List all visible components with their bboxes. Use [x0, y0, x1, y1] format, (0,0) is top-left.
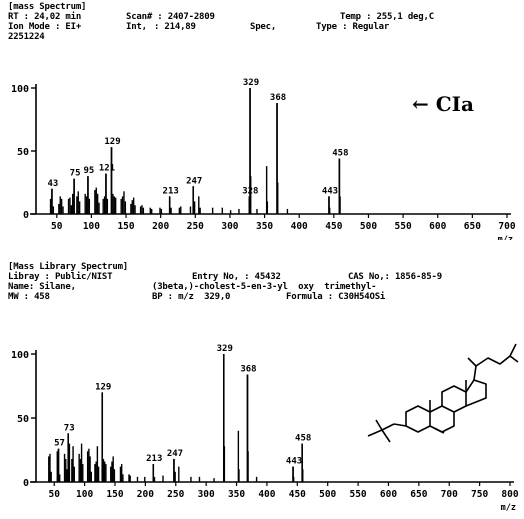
steroid-structure-drawing — [367, 343, 519, 443]
top-peak-label: 328 — [242, 186, 258, 196]
top-x-tick-label: 250 — [187, 221, 204, 232]
bottom-x-tick-label: 600 — [380, 489, 397, 500]
top-x-axis-label: m/z — [498, 235, 513, 240]
top-x-tick-label: 150 — [117, 221, 134, 232]
bottom-name: Name: Silane, — [8, 282, 76, 292]
bottom-y-tick-label: 0 — [23, 478, 29, 489]
top-int: Int, — [126, 22, 147, 32]
bottom-x-axis-label: m/z — [501, 503, 516, 513]
bottom-x-tick-label: 650 — [410, 489, 427, 500]
top-temp: Temp : 255,1 deg,C — [340, 12, 434, 22]
bottom-name-cont: (3beta,)-cholest-5-en-3-yl oxy trimethyl… — [152, 282, 377, 292]
top-peak-label: 95 — [84, 166, 95, 176]
bottom-x-tick-label: 550 — [349, 489, 366, 500]
bottom-x-tick-label: 750 — [471, 489, 488, 500]
top-x-tick-label: 600 — [429, 221, 446, 232]
top-x-tick-label: 400 — [291, 221, 308, 232]
top-peak-label: 329 — [243, 78, 259, 88]
top-peak-label: 121 — [99, 164, 115, 174]
bottom-peak-label: 458 — [295, 434, 311, 444]
top-peak-label: 75 — [70, 169, 81, 179]
compound-annotation: ← CIa — [412, 92, 474, 116]
top-peak-label: 458 — [332, 149, 348, 159]
bottom-mw: MW : 458 — [8, 292, 50, 302]
bottom-x-tick-label: 700 — [441, 489, 458, 500]
top-type: Type : Regular — [316, 22, 390, 32]
top-title: [mass Spectrum] — [8, 2, 87, 12]
top-x-tick-label: 50 — [51, 221, 63, 232]
top-ion-mode: Ion Mode : EI+ — [8, 22, 82, 32]
bottom-entry: Entry No, : 45432 — [192, 272, 281, 282]
top-y-tick-label: 0 — [23, 210, 29, 221]
top-id: 2251224 — [8, 32, 45, 42]
top-x-tick-label: 500 — [360, 221, 377, 232]
bottom-x-tick-label: 100 — [76, 489, 93, 500]
top-spec: Spec, — [250, 22, 277, 32]
top-peak-label: 213 — [163, 186, 179, 196]
top-y-tick-label: 100 — [11, 84, 29, 95]
top-int-value: : 214,89 — [154, 22, 196, 32]
bottom-bp: BP : m/z 329,0 — [152, 292, 231, 302]
top-peak-label: 247 — [186, 176, 202, 186]
bottom-x-tick-label: 300 — [198, 489, 215, 500]
bottom-peak-label: 368 — [240, 364, 256, 374]
bottom-x-tick-label: 250 — [167, 489, 184, 500]
top-x-tick-label: 300 — [221, 221, 238, 232]
left-arrow-icon: ← — [412, 92, 429, 116]
top-x-tick-label: 700 — [498, 221, 515, 232]
bottom-x-tick-label: 800 — [501, 489, 518, 500]
top-x-tick-label: 450 — [325, 221, 342, 232]
bottom-peak-label: 73 — [64, 423, 75, 433]
bottom-peak-label: 329 — [217, 344, 233, 354]
bottom-x-tick-label: 350 — [228, 489, 245, 500]
bottom-library: Libray : Public/NIST — [8, 272, 113, 282]
top-x-tick-label: 350 — [256, 221, 273, 232]
top-x-tick-label: 200 — [152, 221, 169, 232]
compound-label: CIa — [435, 92, 474, 116]
bottom-x-tick-label: 500 — [319, 489, 336, 500]
bottom-formula: Formula : C30H54OSi — [286, 292, 386, 302]
top-scan: Scan# : 2407-2809 — [126, 12, 215, 22]
bottom-y-tick-label: 100 — [11, 350, 29, 361]
bottom-x-tick-label: 50 — [49, 489, 61, 500]
top-x-tick-label: 650 — [464, 221, 481, 232]
bottom-x-tick-label: 150 — [106, 489, 123, 500]
bottom-x-tick-label: 450 — [289, 489, 306, 500]
top-y-tick-label: 50 — [17, 147, 29, 158]
top-peak-label: 368 — [270, 93, 286, 103]
top-rt: RT : 24,02 min — [8, 12, 82, 22]
bottom-x-tick-label: 200 — [137, 489, 154, 500]
top-peak-label: 129 — [104, 137, 120, 147]
top-peak-label: 443 — [322, 186, 338, 196]
top-peak-label: 43 — [48, 179, 59, 189]
bottom-peak-label: 129 — [95, 382, 111, 392]
bottom-peak-label: 247 — [167, 449, 183, 459]
top-x-tick-label: 550 — [395, 221, 412, 232]
bottom-x-tick-label: 400 — [258, 489, 275, 500]
top-x-tick-label: 100 — [83, 221, 100, 232]
bottom-peak-label: 443 — [286, 457, 302, 467]
bottom-y-tick-label: 50 — [17, 414, 29, 425]
bottom-peak-label: 213 — [146, 454, 162, 464]
top-spectrum-chart: 0 50 100 50 100 150 200 250 300 350 400 450 500 550 60… — [11, 78, 516, 240]
bottom-cas: CAS No,: 1856-85-9 — [348, 272, 442, 282]
bottom-title: [Mass Library Spectrum] — [8, 262, 129, 272]
bottom-peak-label: 57 — [54, 439, 65, 449]
